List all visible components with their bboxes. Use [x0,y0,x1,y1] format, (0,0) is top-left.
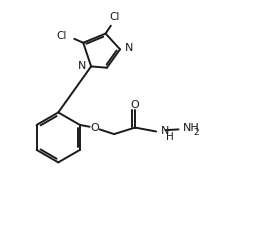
Text: Cl: Cl [109,12,120,22]
Text: N: N [78,61,86,71]
Text: H: H [166,132,173,142]
Text: O: O [90,123,99,133]
Text: O: O [131,100,139,110]
Text: NH: NH [183,123,200,133]
Text: 2: 2 [193,128,199,137]
Text: N: N [161,126,169,136]
Text: N: N [125,43,133,53]
Text: Cl: Cl [56,31,67,41]
